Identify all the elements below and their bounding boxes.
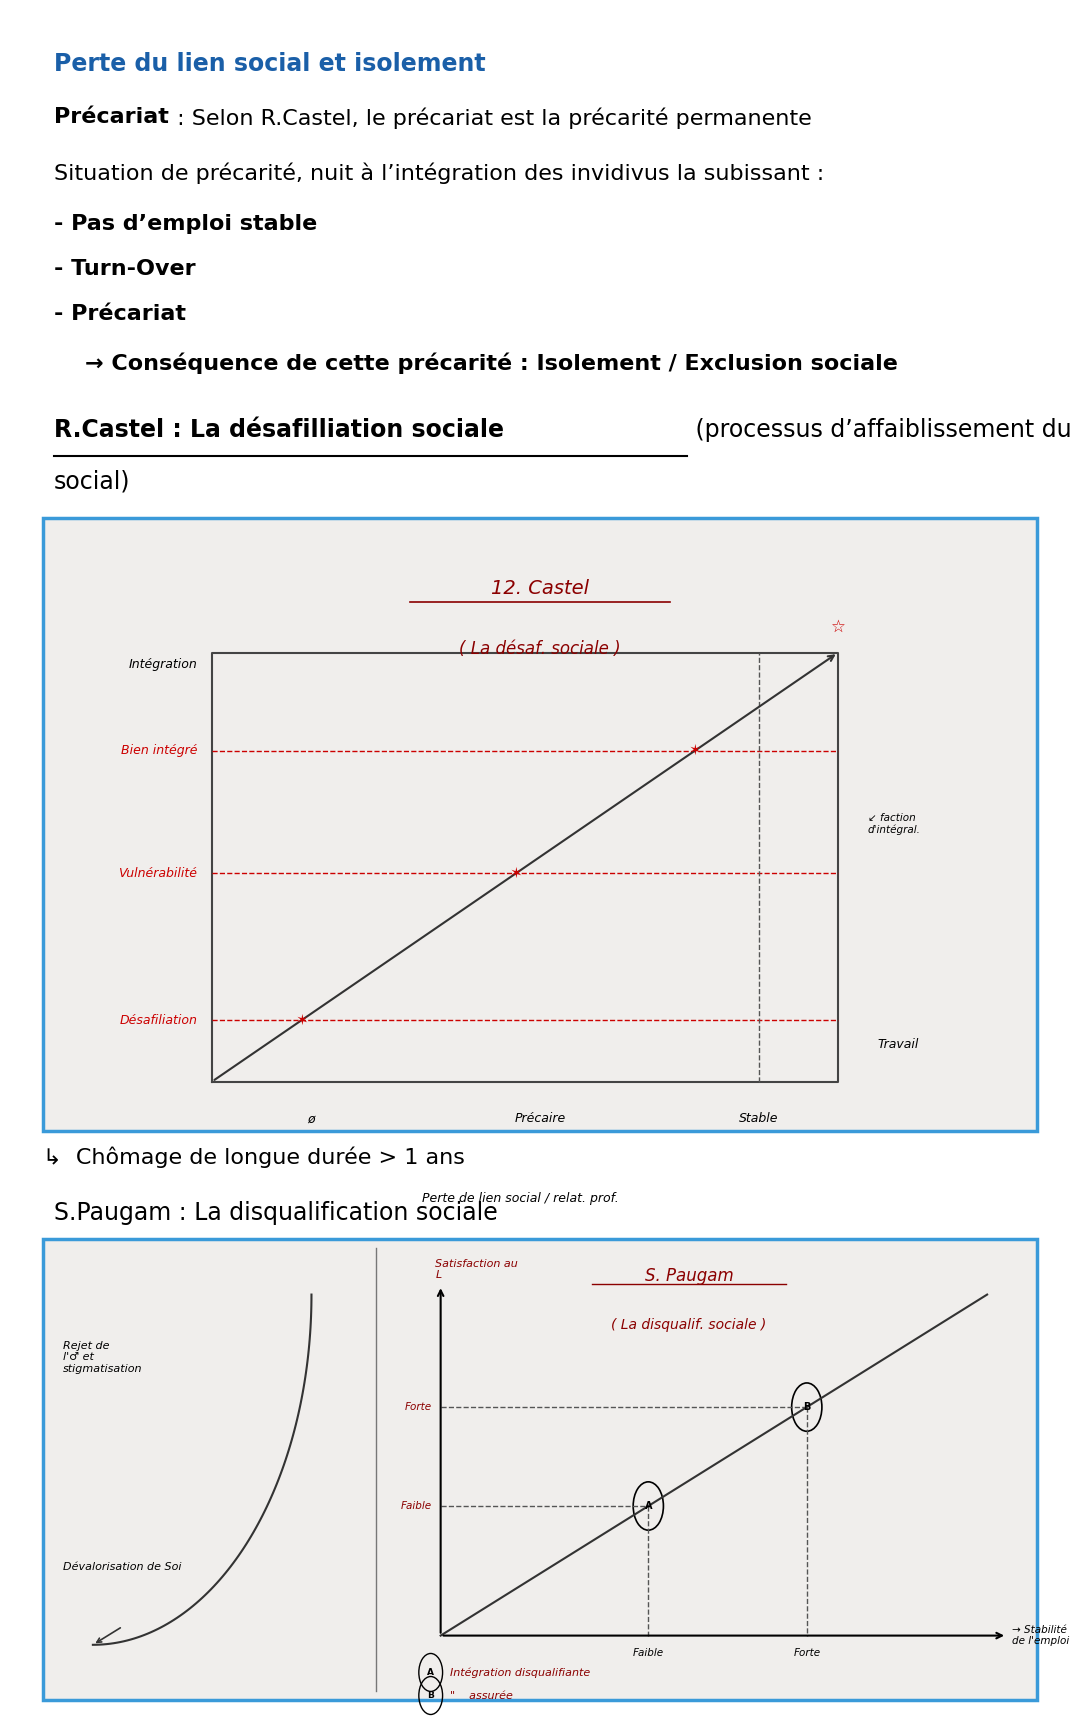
- Text: Rejet de
l'♂ et
stigmatisation: Rejet de l'♂ et stigmatisation: [63, 1341, 143, 1374]
- Text: Perte du lien social et isolement: Perte du lien social et isolement: [54, 52, 486, 76]
- Text: - Pas d’emploi stable: - Pas d’emploi stable: [54, 214, 318, 235]
- Text: Satisfaction au
L: Satisfaction au L: [435, 1258, 518, 1281]
- Text: ✶: ✶: [510, 866, 523, 880]
- Text: ↙ faction
d'intégral.: ↙ faction d'intégral.: [868, 813, 921, 835]
- Text: Précariat: Précariat: [54, 107, 168, 128]
- Text: Travail: Travail: [878, 1039, 919, 1051]
- Text: ( La désaf. sociale ): ( La désaf. sociale ): [459, 640, 621, 658]
- Text: Bien intégré: Bien intégré: [121, 744, 198, 758]
- Text: B: B: [804, 1402, 810, 1412]
- Text: "    assurée: " assurée: [450, 1690, 513, 1700]
- Text: Intégration disqualifiante: Intégration disqualifiante: [450, 1667, 591, 1678]
- Text: A: A: [645, 1502, 652, 1510]
- FancyBboxPatch shape: [43, 1239, 1037, 1700]
- Text: (processus d’affaiblissement du lien: (processus d’affaiblissement du lien: [688, 418, 1080, 442]
- Text: A: A: [428, 1667, 434, 1678]
- Text: Stable: Stable: [739, 1112, 779, 1125]
- Text: - Turn-Over: - Turn-Over: [54, 259, 195, 280]
- Text: S.Paugam : La disqualification sociale: S.Paugam : La disqualification sociale: [54, 1201, 498, 1225]
- Text: Perte de lien social / relat. prof.: Perte de lien social / relat. prof.: [422, 1191, 619, 1205]
- Text: ✶: ✶: [295, 1013, 308, 1027]
- Text: Précaire: Précaire: [514, 1112, 566, 1125]
- Text: ø: ø: [308, 1112, 315, 1125]
- Text: : Selon R.Castel, le précariat est la précarité permanente: : Selon R.Castel, le précariat est la pr…: [170, 107, 811, 128]
- Text: ( La disqualif. sociale ): ( La disqualif. sociale ): [611, 1317, 767, 1332]
- Text: Faible: Faible: [401, 1502, 432, 1510]
- Text: Faible: Faible: [633, 1648, 664, 1657]
- Text: - Précariat: - Précariat: [54, 304, 186, 324]
- Text: Intégration: Intégration: [129, 658, 198, 671]
- FancyBboxPatch shape: [43, 518, 1037, 1131]
- Text: R.Castel : La désafilliation sociale: R.Castel : La désafilliation sociale: [54, 418, 504, 442]
- Text: Vulnérabilité: Vulnérabilité: [118, 866, 198, 880]
- Text: → Conséquence de cette précarité : Isolement / Exclusion sociale: → Conséquence de cette précarité : Isole…: [54, 352, 897, 373]
- Text: → Stabilité
de l'emploi: → Stabilité de l'emploi: [1012, 1624, 1069, 1647]
- Text: ↳  Chômage de longue durée > 1 ans: ↳ Chômage de longue durée > 1 ans: [43, 1146, 465, 1167]
- Text: Forte: Forte: [793, 1648, 821, 1657]
- Text: ✶: ✶: [689, 744, 701, 758]
- Text: B: B: [428, 1691, 434, 1700]
- Text: social): social): [54, 469, 131, 494]
- Text: S. Paugam: S. Paugam: [645, 1267, 733, 1284]
- Text: ☆: ☆: [831, 618, 846, 635]
- Text: Désafiliation: Désafiliation: [119, 1013, 198, 1027]
- Text: Forte: Forte: [405, 1402, 432, 1412]
- Text: Situation de précarité, nuit à l’intégration des invidivus la subissant :: Situation de précarité, nuit à l’intégra…: [54, 162, 824, 183]
- Text: Dévalorisation de Soi: Dévalorisation de Soi: [63, 1562, 181, 1572]
- Text: 12. Castel: 12. Castel: [491, 580, 589, 599]
